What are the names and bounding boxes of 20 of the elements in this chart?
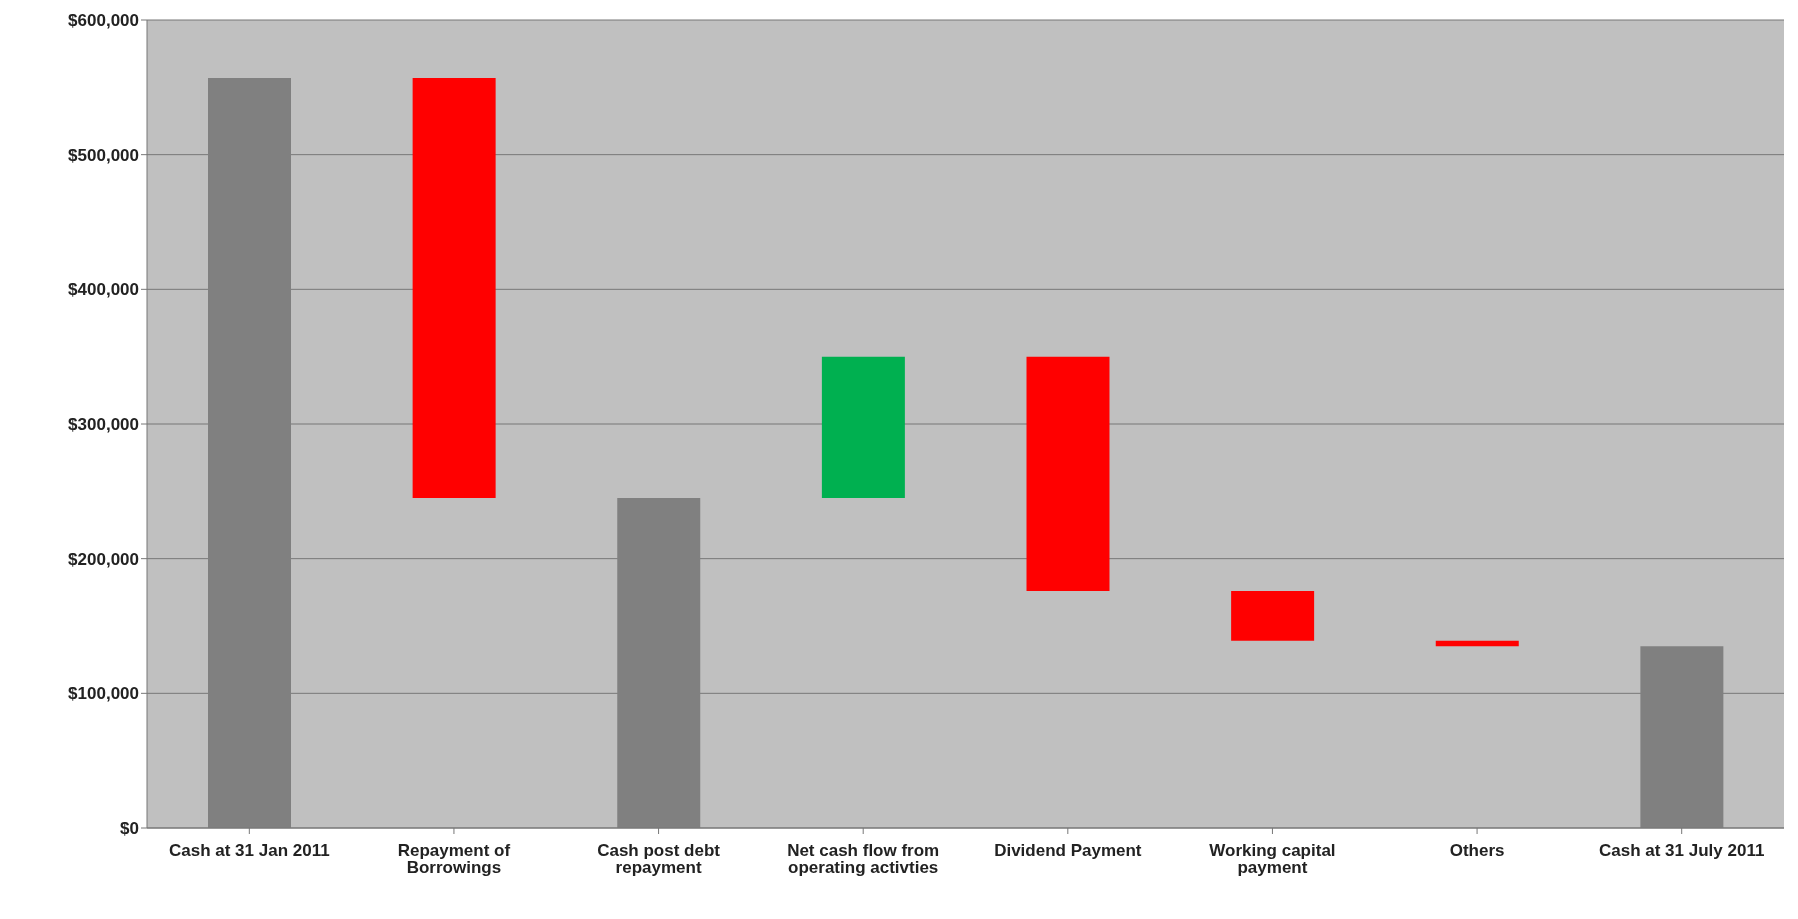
y-tick-label: $0 — [120, 819, 139, 839]
y-tick-label: $600,000 — [68, 11, 139, 31]
y-tick-label: $400,000 — [68, 280, 139, 300]
x-tick-label: Others — [1449, 841, 1505, 861]
bar — [821, 356, 905, 499]
y-tick-label: $200,000 — [68, 549, 139, 569]
y-tick-label: $100,000 — [68, 684, 139, 704]
x-tick-label: Repayment of Borrowings — [397, 841, 511, 878]
bar — [1026, 356, 1110, 591]
y-tick-label: $300,000 — [68, 415, 139, 435]
bar — [1435, 640, 1519, 647]
x-tick-label: Working capital payment — [1209, 841, 1336, 878]
y-tick-label: $500,000 — [68, 145, 139, 165]
bar — [412, 77, 496, 499]
x-tick-label: Net cash flow from operating activties — [787, 841, 940, 878]
x-tick-label: Cash at 31 July 2011 — [1598, 841, 1765, 861]
bar — [1231, 590, 1315, 641]
x-tick-label: Cash post debt repayment — [597, 841, 721, 878]
x-tick-label: Cash at 31 Jan 2011 — [168, 841, 330, 861]
x-tick-label: Dividend Payment — [994, 841, 1142, 861]
